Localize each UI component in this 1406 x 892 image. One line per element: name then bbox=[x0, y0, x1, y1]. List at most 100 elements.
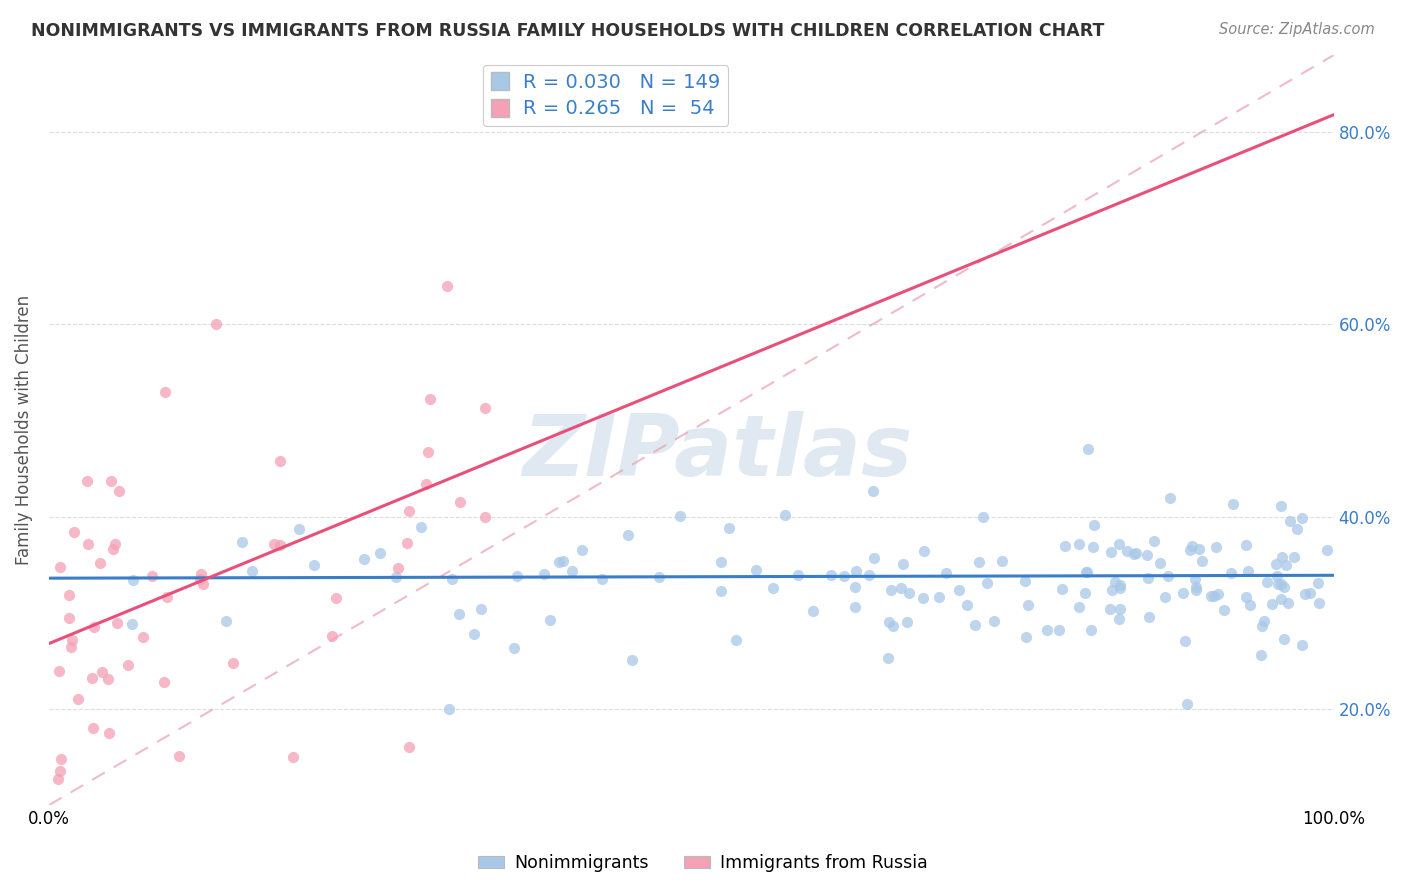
Point bbox=[912, 591, 935, 605]
Point bbox=[302, 558, 325, 572]
Point bbox=[896, 615, 918, 629]
Point bbox=[1017, 598, 1039, 612]
Point bbox=[121, 617, 143, 632]
Point bbox=[1159, 491, 1181, 505]
Point bbox=[1174, 634, 1197, 648]
Point bbox=[188, 572, 211, 586]
Point bbox=[470, 602, 492, 616]
Point bbox=[82, 671, 104, 685]
Point bbox=[60, 640, 83, 655]
Point bbox=[281, 750, 304, 764]
Point bbox=[321, 630, 343, 644]
Point bbox=[1265, 568, 1288, 582]
Point bbox=[474, 509, 496, 524]
Point bbox=[803, 605, 825, 619]
Point bbox=[1236, 564, 1258, 578]
Point bbox=[1270, 576, 1292, 591]
Point bbox=[447, 607, 470, 621]
Point bbox=[463, 626, 485, 640]
Point bbox=[1308, 597, 1330, 611]
Point bbox=[1316, 543, 1339, 558]
Point bbox=[105, 616, 128, 631]
Point bbox=[1291, 638, 1313, 652]
Point bbox=[1109, 581, 1132, 595]
Point bbox=[49, 752, 72, 766]
Point bbox=[620, 653, 643, 667]
Point bbox=[1178, 543, 1201, 558]
Point bbox=[153, 674, 176, 689]
Point bbox=[1109, 578, 1132, 592]
Point bbox=[48, 772, 70, 787]
Point bbox=[820, 568, 842, 582]
Point bbox=[1074, 565, 1097, 579]
Point bbox=[398, 504, 420, 518]
Point bbox=[1272, 580, 1295, 594]
Point bbox=[205, 318, 228, 332]
Point bbox=[1104, 574, 1126, 589]
Point bbox=[967, 555, 990, 569]
Point bbox=[538, 613, 561, 627]
Point bbox=[1136, 571, 1159, 585]
Point bbox=[419, 392, 441, 406]
Point bbox=[1272, 632, 1295, 646]
Point bbox=[231, 535, 253, 549]
Point bbox=[1015, 630, 1038, 644]
Point bbox=[1067, 537, 1090, 551]
Point bbox=[1081, 540, 1104, 554]
Point bbox=[745, 563, 768, 577]
Point bbox=[1267, 577, 1289, 591]
Point bbox=[436, 279, 458, 293]
Point bbox=[101, 541, 124, 556]
Point bbox=[533, 567, 555, 582]
Point bbox=[844, 599, 866, 614]
Point bbox=[786, 567, 808, 582]
Point bbox=[215, 615, 238, 629]
Point bbox=[1098, 601, 1121, 615]
Point bbox=[1270, 499, 1292, 513]
Point bbox=[1143, 533, 1166, 548]
Point bbox=[1067, 599, 1090, 614]
Point bbox=[325, 591, 347, 606]
Point bbox=[561, 565, 583, 579]
Point bbox=[395, 536, 418, 550]
Point bbox=[963, 618, 986, 632]
Point bbox=[1077, 442, 1099, 457]
Point bbox=[912, 544, 935, 558]
Point bbox=[288, 522, 311, 536]
Point bbox=[1054, 540, 1077, 554]
Point bbox=[1256, 575, 1278, 590]
Point bbox=[269, 538, 291, 552]
Point bbox=[991, 554, 1014, 568]
Point bbox=[648, 570, 671, 584]
Point bbox=[169, 749, 191, 764]
Point bbox=[1154, 590, 1177, 604]
Point bbox=[66, 692, 89, 706]
Point bbox=[58, 611, 80, 625]
Point bbox=[474, 401, 496, 416]
Point bbox=[1294, 587, 1316, 601]
Text: NONIMMIGRANTS VS IMMIGRANTS FROM RUSSIA FAMILY HOUSEHOLDS WITH CHILDREN CORRELAT: NONIMMIGRANTS VS IMMIGRANTS FROM RUSSIA … bbox=[31, 22, 1104, 40]
Point bbox=[1109, 601, 1132, 615]
Point bbox=[415, 477, 437, 491]
Text: ZIPatlas: ZIPatlas bbox=[522, 411, 912, 494]
Text: Source: ZipAtlas.com: Source: ZipAtlas.com bbox=[1219, 22, 1375, 37]
Point bbox=[387, 560, 409, 574]
Point bbox=[222, 657, 245, 671]
Point bbox=[591, 572, 613, 586]
Point bbox=[83, 620, 105, 634]
Point bbox=[240, 564, 263, 578]
Point bbox=[91, 665, 114, 679]
Point bbox=[58, 589, 80, 603]
Point bbox=[1219, 566, 1241, 580]
Point bbox=[1108, 612, 1130, 626]
Point bbox=[449, 495, 471, 509]
Point bbox=[132, 630, 155, 644]
Point bbox=[1157, 569, 1180, 583]
Point bbox=[1274, 558, 1296, 572]
Point bbox=[1083, 518, 1105, 533]
Point bbox=[1264, 557, 1286, 571]
Point bbox=[858, 568, 880, 582]
Point bbox=[1188, 542, 1211, 557]
Point bbox=[1052, 582, 1074, 596]
Point bbox=[49, 560, 72, 574]
